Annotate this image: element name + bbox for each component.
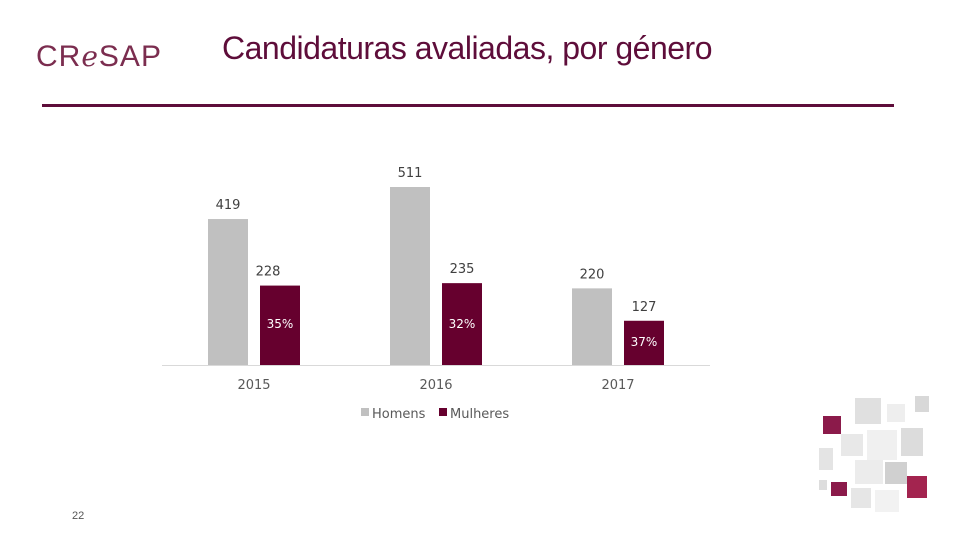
logo-text-sap: SAP — [98, 40, 162, 73]
percentage-annotation-2015: 35% — [267, 317, 294, 331]
x-tick-label-2015: 2015 — [237, 378, 270, 393]
bar-mulheres-2016 — [442, 283, 482, 365]
bar-mulheres-2017 — [624, 320, 664, 365]
x-tick-label-2017: 2017 — [601, 378, 634, 393]
x-tick-label-2016: 2016 — [419, 378, 452, 393]
bar-homens-2016 — [390, 187, 430, 365]
percentage-annotation-2016: 32% — [449, 317, 476, 331]
bar-mulheres-2015 — [260, 285, 300, 365]
page-number: 22 — [72, 510, 85, 522]
legend-label-homens: Homens — [372, 407, 426, 422]
title-divider — [42, 104, 894, 107]
logo-text-e: e — [81, 40, 99, 73]
logo-text-cr: CR — [36, 40, 82, 73]
data-label-homens-2015: 419 — [216, 198, 241, 213]
data-label-homens-2017: 220 — [580, 267, 605, 282]
bar-homens-2015 — [208, 219, 248, 365]
data-label-mulheres-2016: 235 — [450, 262, 475, 277]
bar-homens-2017 — [572, 288, 612, 365]
slide-title: Candidaturas avaliadas, por género — [222, 30, 713, 66]
legend-label-mulheres: Mulheres — [450, 407, 509, 422]
percentage-annotation-2017: 37% — [631, 335, 658, 349]
data-label-mulheres-2017: 127 — [632, 300, 657, 315]
data-label-homens-2016: 511 — [398, 166, 423, 181]
data-label-mulheres-2015: 228 — [256, 265, 281, 280]
legend-swatch-mulheres — [439, 408, 447, 416]
decorative-cubes — [819, 396, 929, 512]
legend-swatch-homens — [361, 408, 369, 416]
cresap-logo: CReSAP — [36, 40, 162, 74]
cube-cluster-graphic — [819, 396, 929, 512]
